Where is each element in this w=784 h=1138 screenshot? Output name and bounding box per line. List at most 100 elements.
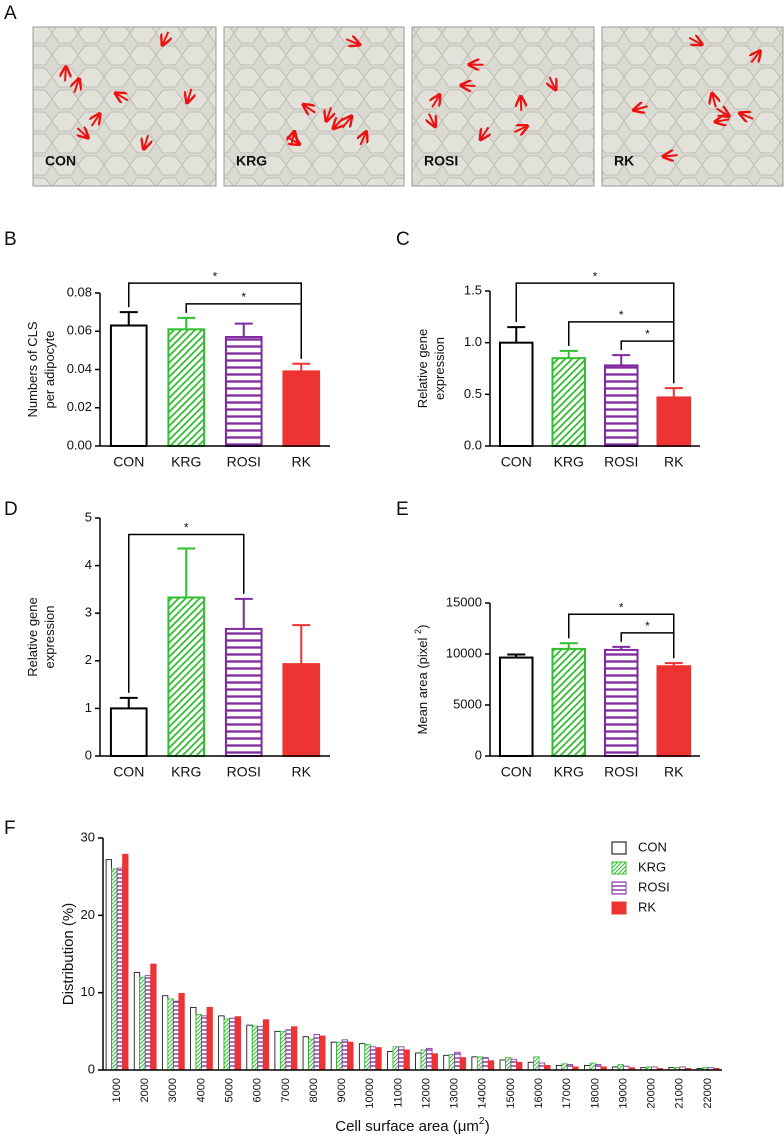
x-tick-label: 10000: [364, 1078, 376, 1109]
arrow: [360, 132, 366, 146]
bar: [218, 1015, 225, 1071]
significance-bracket: [620, 632, 675, 659]
x-tick-label: 8000: [308, 1078, 320, 1102]
bar: [109, 707, 148, 758]
significance-bracket: [128, 533, 245, 693]
bar: [336, 1041, 343, 1071]
y-tick-label: 1.5: [464, 282, 482, 297]
arrow: [343, 116, 352, 129]
y-tick-label: 0.08: [67, 284, 92, 299]
y-axis-label: Relative gene: [25, 597, 40, 677]
y-tick-label: 0: [85, 747, 92, 762]
arrow: [77, 128, 87, 137]
legend-swatch: [611, 881, 627, 895]
y-tick-label: 0.06: [67, 323, 92, 338]
bar: [510, 1058, 517, 1071]
x-tick-label: 7000: [280, 1078, 292, 1102]
y-tick-label: 1.0: [464, 334, 482, 349]
x-tick-label: CON: [113, 454, 144, 470]
y-tick-label: 15000: [446, 594, 482, 609]
label-main: Cell surface area (μm: [335, 1118, 479, 1135]
y-tick-label: 0.0: [464, 437, 482, 452]
bar: [551, 647, 587, 758]
bar: [257, 1026, 264, 1071]
x-tick-label: RK: [664, 764, 684, 780]
y-tick-label: 5: [85, 509, 92, 524]
error-bar: [612, 354, 631, 366]
bar: [482, 1057, 489, 1071]
bar: [617, 1064, 624, 1071]
x-tick-label: 6000: [252, 1078, 264, 1102]
y-tick-label: 10: [81, 984, 95, 999]
bar: [415, 1052, 422, 1071]
bar: [178, 993, 185, 1071]
x-tick-label: KRG: [171, 764, 201, 780]
bar: [603, 364, 639, 447]
x-tick-label: 17000: [561, 1078, 573, 1109]
image-label: KRG: [236, 153, 267, 169]
error-bar: [664, 387, 683, 398]
x-tick-label: 21000: [674, 1078, 686, 1109]
bar: [358, 1043, 366, 1071]
significance-label: *: [645, 619, 650, 633]
bar: [282, 663, 321, 758]
bar: [161, 995, 169, 1071]
bar: [109, 324, 148, 448]
x-tick-label: CON: [501, 454, 532, 470]
bar: [313, 1034, 320, 1071]
x-tick-label: ROSI: [227, 764, 261, 780]
arrow: [432, 95, 439, 108]
y-tick-label: 20: [81, 907, 95, 922]
x-tick-label: 2000: [139, 1078, 151, 1102]
arrow: [461, 85, 476, 86]
bar: [262, 1019, 270, 1071]
bar: [498, 341, 534, 447]
image-label: RK: [614, 153, 634, 169]
y-tick-label: 0.04: [67, 361, 92, 376]
bar: [234, 1016, 241, 1071]
bar: [195, 1013, 202, 1071]
bar: [105, 859, 112, 1071]
bar: [426, 1047, 433, 1071]
bar: [111, 868, 118, 1071]
bar: [516, 1061, 523, 1071]
significance-bracket: [128, 282, 302, 359]
x-tick-label: KRG: [171, 454, 201, 470]
legend-label: CON: [638, 839, 667, 854]
bar: [190, 1006, 197, 1071]
y-tick-label: 0.02: [67, 399, 92, 414]
x-tick-label: CON: [501, 764, 532, 780]
bar: [551, 357, 587, 447]
y-tick-label: 0: [88, 1061, 95, 1076]
y-axis-label: expression: [42, 606, 57, 669]
arrow: [740, 113, 754, 118]
legend-label: ROSI: [638, 879, 670, 894]
x-tick-label: RK: [292, 454, 312, 470]
arrow: [481, 126, 489, 139]
x-tick-label: 12000: [420, 1078, 432, 1109]
significance-label: *: [619, 600, 624, 614]
bar: [116, 867, 123, 1071]
bar: [459, 1057, 467, 1071]
image-label: ROSI: [424, 153, 458, 169]
bar: [172, 1000, 180, 1071]
arrow: [549, 76, 555, 90]
error-bar: [507, 653, 526, 658]
x-tick-label: 15000: [505, 1078, 517, 1109]
bar: [133, 972, 141, 1071]
error-bar: [559, 349, 578, 359]
y-tick-label: 3: [85, 605, 92, 620]
bar: [656, 396, 692, 447]
arrow: [664, 155, 678, 156]
arrow: [74, 79, 79, 93]
panel-letter: A: [4, 3, 17, 24]
significance-label: *: [241, 290, 246, 304]
label-end: ): [485, 1118, 490, 1135]
bar: [347, 1041, 354, 1071]
arrow: [326, 106, 331, 120]
x-tick-label: 14000: [477, 1078, 489, 1109]
bar: [139, 976, 146, 1071]
error-bar: [119, 311, 138, 326]
significance-label: *: [593, 269, 598, 283]
